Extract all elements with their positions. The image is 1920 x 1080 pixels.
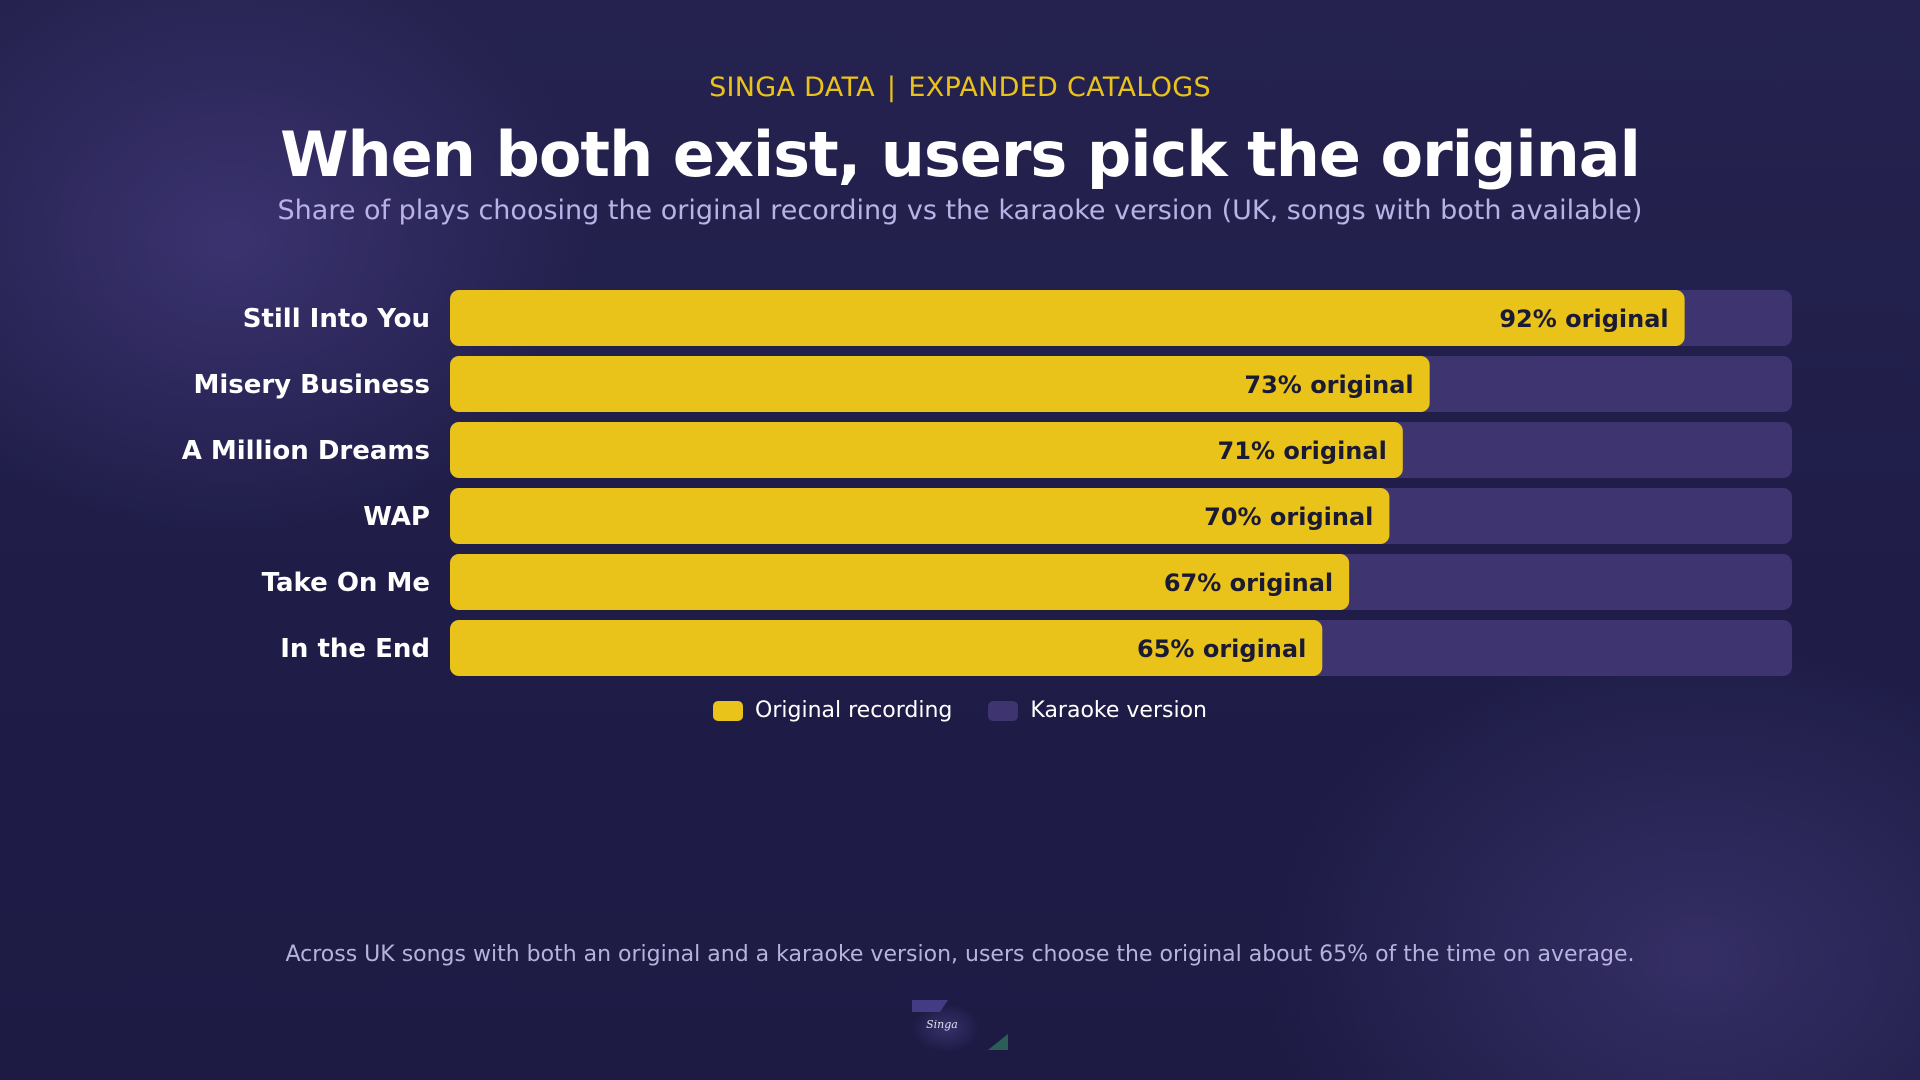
footnote: Across UK songs with both an original an… xyxy=(285,942,1635,967)
data-label: 92% original xyxy=(1499,305,1668,333)
kicker-topic: EXPANDED CATALOGS xyxy=(908,72,1211,103)
category-label: In the End xyxy=(280,634,430,664)
kicker-separator: | xyxy=(886,72,897,103)
legend-label-karaoke: Karaoke version xyxy=(1030,698,1207,723)
legend-swatch-karaoke xyxy=(988,700,1019,721)
chart-title: When both exist, users pick the original xyxy=(280,118,1641,191)
category-label: Still Into You xyxy=(243,304,430,334)
chart-subtitle: Share of plays choosing the original rec… xyxy=(277,195,1643,226)
chart-legend: Original recording Karaoke version xyxy=(0,698,1920,723)
bar-original xyxy=(450,554,1350,610)
bar-original xyxy=(450,356,1430,412)
legend-item-original: Original recording xyxy=(713,698,952,723)
bar-original xyxy=(450,488,1390,544)
data-label: 73% original xyxy=(1244,371,1413,399)
bar-original xyxy=(450,422,1403,478)
category-label: A Million Dreams xyxy=(182,436,430,466)
data-label: 65% original xyxy=(1137,635,1306,663)
svg-text:Singa: Singa xyxy=(926,1018,958,1031)
legend-swatch-original xyxy=(713,700,744,721)
bar-chart: Still Into You 92% original Misery Busines… xyxy=(182,290,1792,676)
bar-original xyxy=(450,290,1685,346)
kicker: SINGA DATA | EXPANDED CATALOGS xyxy=(0,72,1920,103)
data-label: 71% original xyxy=(1218,437,1387,465)
kicker-source: SINGA DATA xyxy=(709,72,875,103)
category-label: WAP xyxy=(363,502,430,532)
singa-logo-icon: Singa xyxy=(912,1000,1008,1052)
data-label: 70% original xyxy=(1204,503,1373,531)
legend-label-original: Original recording xyxy=(755,698,953,723)
legend-item-karaoke: Karaoke version xyxy=(988,698,1207,723)
category-label: Misery Business xyxy=(193,370,430,400)
category-label: Take On Me xyxy=(262,568,430,598)
bar-original xyxy=(450,620,1323,676)
data-label: 67% original xyxy=(1164,569,1333,597)
